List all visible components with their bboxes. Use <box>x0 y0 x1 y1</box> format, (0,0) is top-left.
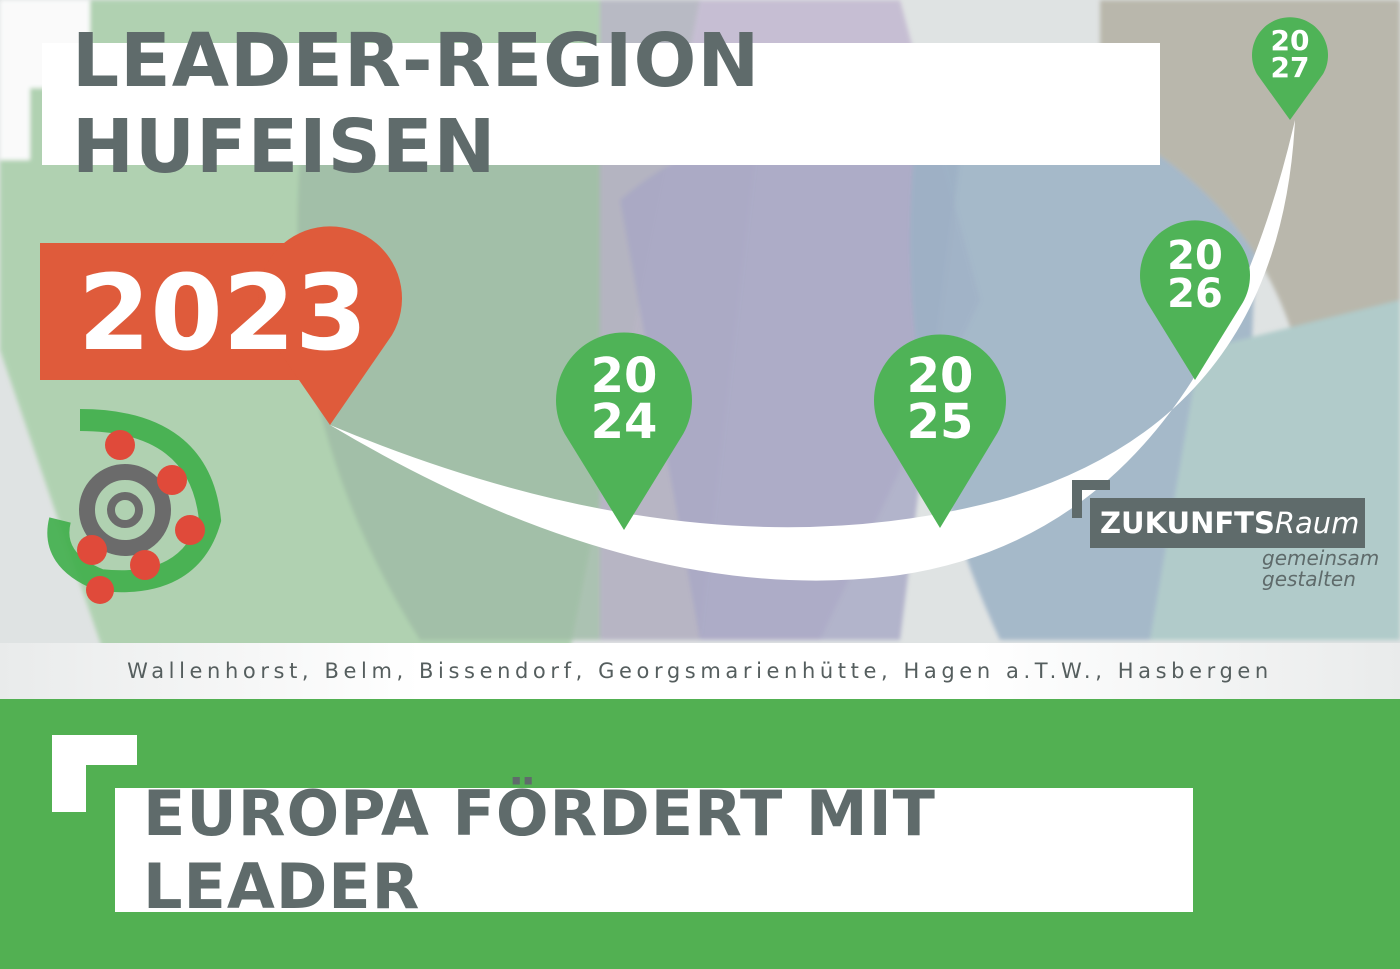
timeline-pin-2 <box>874 334 1006 528</box>
zukunftsraum-corner <box>1072 480 1110 518</box>
zukunftsraum-tagline: gemeinsam gestalten <box>1262 548 1379 590</box>
pin-year-top: 20 <box>1167 233 1223 279</box>
pin-year-bottom: 27 <box>1270 50 1310 84</box>
background-graphic <box>0 0 1400 700</box>
timeline-pin-3 <box>1140 220 1250 380</box>
timeline-pin-1 <box>556 332 692 530</box>
pin-year-label: 20 26 <box>1140 233 1250 317</box>
corner-bracket <box>52 735 137 812</box>
title-banner: LEADER-REGION HUFEISEN <box>42 18 1160 190</box>
hufeisen-logo-icon <box>47 409 222 604</box>
tagline-1: gemeinsam <box>1262 546 1380 570</box>
towns-strip: Wallenhorst, Belm, Bissendorf, Georgsmar… <box>0 643 1400 699</box>
zukunftsraum-bold: ZUKUNFTS <box>1100 506 1275 540</box>
tagline-2: gestalten <box>1262 567 1356 591</box>
pin-year-top: 20 <box>906 348 974 405</box>
pin-year-top: 20 <box>590 348 658 405</box>
towns-list: Wallenhorst, Belm, Bissendorf, Georgsmar… <box>127 659 1273 683</box>
pin-year-label: 20 24 <box>556 348 692 450</box>
slogan-banner: EUROPA FÖRDERT MIT LEADER <box>115 777 1193 923</box>
pin-year-label: 20 25 <box>874 348 1006 450</box>
pin-year-top: 20 <box>1270 24 1310 58</box>
current-year: 2023 <box>78 252 368 374</box>
page-title: LEADER-REGION HUFEISEN <box>72 18 761 190</box>
pin-year-label: 20 27 <box>1252 24 1328 84</box>
pin-year-bottom: 24 <box>590 393 658 450</box>
pin-year-bottom: 25 <box>906 393 974 450</box>
zukunftsraum-logo: ZUKUNFTS Raum <box>1090 498 1365 548</box>
timeline-pin-4 <box>1252 17 1328 120</box>
zukunftsraum-light: Raum <box>1274 506 1360 540</box>
pin-year-bottom: 26 <box>1167 271 1223 317</box>
slogan: EUROPA FÖRDERT MIT LEADER <box>143 777 936 923</box>
